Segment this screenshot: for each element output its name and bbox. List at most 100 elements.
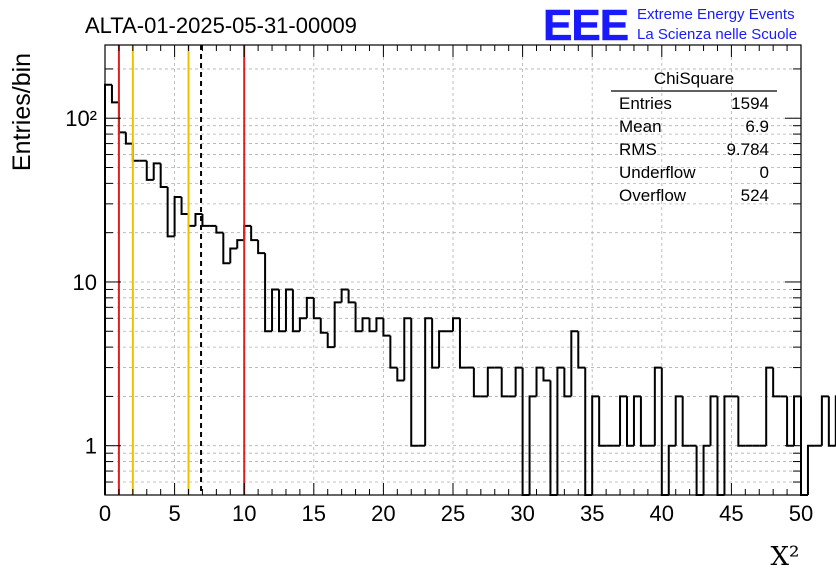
- x-tick-label: 35: [580, 501, 604, 526]
- histogram-bin: [500, 367, 509, 398]
- histogram-bin: [765, 366, 774, 446]
- stats-label: Overflow: [619, 186, 687, 205]
- histogram-bin: [438, 330, 447, 368]
- histogram-bin: [556, 366, 565, 495]
- histogram-bin: [772, 367, 781, 398]
- histogram-bin: [786, 396, 795, 447]
- histogram-bin: [305, 296, 314, 319]
- histogram-bin: [619, 395, 627, 446]
- histogram-bin: [806, 444, 815, 495]
- x-tick-label: 5: [168, 501, 180, 526]
- histogram-bin: [535, 366, 544, 397]
- histogram-bin: [257, 240, 266, 255]
- histogram-bin: [368, 318, 377, 333]
- histogram-bin: [375, 317, 384, 332]
- logo-mark: EEE: [543, 1, 628, 50]
- histogram-bin: [549, 380, 558, 496]
- histogram-bin: [264, 253, 273, 333]
- histogram-bin: [737, 396, 746, 447]
- eee-logo: EEE Extreme Energy Events La Scienza nel…: [543, 1, 797, 51]
- histogram-bin: [326, 332, 335, 349]
- stats-value: 1594: [731, 94, 769, 113]
- histogram-bin: [278, 289, 286, 333]
- histogram-bin: [180, 197, 189, 216]
- histogram-bin: [486, 366, 495, 397]
- histogram-bin: [333, 301, 342, 348]
- stats-box: ChiSquare Entries 1594 Mean 6.9 RMS 9.784 Unde…: [611, 69, 777, 205]
- histogram-bin: [131, 143, 140, 162]
- histogram-bin: [145, 160, 154, 181]
- x-tick-label: 0: [99, 501, 111, 526]
- histogram-bin: [173, 196, 182, 237]
- histogram-bin: [584, 367, 593, 496]
- histogram-bin: [626, 396, 634, 447]
- histogram-bin: [674, 395, 683, 446]
- logo-line-2: La Scienza nelle Scuole: [637, 26, 797, 43]
- histogram-bin: [201, 214, 210, 227]
- histogram-bin: [793, 395, 801, 446]
- histogram-bin: [723, 395, 732, 495]
- x-tick-label: 40: [650, 501, 674, 526]
- histogram-bin: [396, 367, 405, 382]
- logo-line-1: Extreme Energy Events: [637, 6, 795, 23]
- histogram-bin: [424, 317, 433, 446]
- histogram-bin: [521, 367, 530, 496]
- histogram-bin: [361, 317, 370, 332]
- histogram-bin: [117, 102, 126, 134]
- axis-ticks: 0 5 10 15 20 25 30 35 40 45 50 1 10 10²: [65, 45, 813, 526]
- histogram-bin: [800, 396, 808, 496]
- x-tick-label: 30: [510, 501, 534, 526]
- x-tick-label: 20: [371, 501, 395, 526]
- histogram-bin: [124, 132, 133, 145]
- histogram-bin: [194, 213, 203, 226]
- histogram-bin: [639, 396, 648, 447]
- histogram-bin: [410, 318, 419, 447]
- y-axis-label: Entries/bin: [8, 53, 36, 171]
- histogram-bin: [542, 367, 551, 382]
- stats-value: 6.9: [745, 117, 769, 136]
- histogram-bin: [660, 367, 669, 496]
- histogram-bin: [110, 84, 119, 104]
- histogram-bin: [452, 317, 460, 332]
- histogram-bin: [271, 288, 279, 332]
- histogram-bin: [514, 366, 523, 397]
- histogram-bin: [458, 318, 467, 369]
- stats-title: ChiSquare: [654, 69, 734, 88]
- histogram-bin: [709, 395, 718, 446]
- histogram-bin: [632, 395, 641, 446]
- y-tick-label: 10: [73, 270, 97, 295]
- histogram-bin: [431, 318, 440, 369]
- x-axis-label: X²: [771, 542, 800, 572]
- stats-value: 9.784: [726, 140, 769, 159]
- histogram-bin: [570, 330, 579, 397]
- stats-label: Entries: [619, 94, 672, 113]
- x-tick-label: 50: [789, 501, 813, 526]
- x-tick-label: 25: [441, 501, 465, 526]
- histogram-bin: [284, 288, 293, 332]
- histogram-bin: [653, 366, 662, 446]
- histogram-bin: [820, 395, 829, 446]
- histogram-bin: [403, 317, 412, 381]
- histogram-bin: [298, 317, 307, 332]
- histogram-bin: [166, 187, 175, 238]
- histogram-bin: [598, 396, 607, 447]
- histogram-bin: [347, 289, 356, 304]
- histogram-bin: [187, 214, 196, 227]
- x-tick-label: 45: [719, 501, 743, 526]
- histogram-bin: [667, 444, 676, 495]
- histogram-bin: [215, 225, 224, 234]
- grid: [105, 45, 801, 496]
- histogram-bin: [152, 162, 161, 180]
- histogram-bin: [577, 331, 586, 369]
- histogram-bin: [159, 163, 168, 189]
- x-tick-label: 10: [232, 501, 256, 526]
- stats-value: 524: [741, 186, 769, 205]
- stats-value: 0: [760, 163, 769, 182]
- histogram-bin: [528, 395, 537, 495]
- histogram-bin: [591, 395, 600, 495]
- histogram-bin: [681, 396, 690, 447]
- chart-title: ALTA-01-2025-05-31-00009: [85, 13, 357, 38]
- histogram-bin: [250, 225, 259, 242]
- histogram-bin: [827, 396, 836, 447]
